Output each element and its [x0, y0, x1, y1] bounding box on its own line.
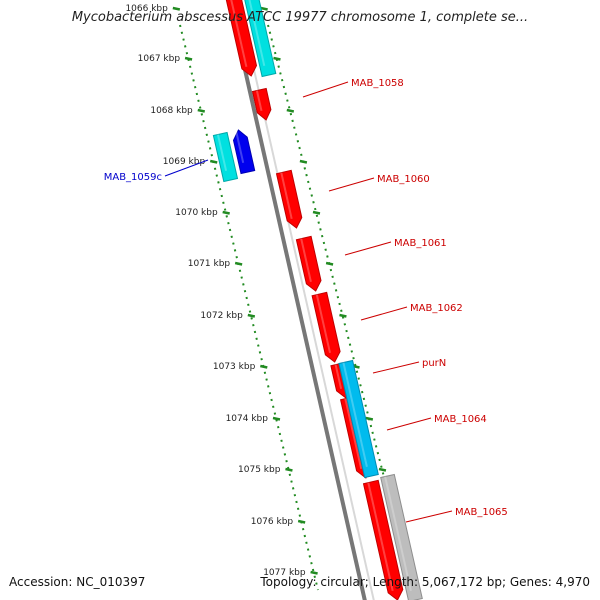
outer-major-tick: [286, 108, 295, 113]
cds-MAB_1062[interactable]: [311, 291, 341, 363]
cds-MAB_1060[interactable]: [275, 169, 303, 229]
cds-MAB_1057-highlight: [230, 0, 248, 68]
feature-MAB_1059c-cyan-highlight: [216, 134, 228, 172]
feature-track: [212, 0, 423, 600]
gene-label-leader: [344, 241, 392, 256]
outer-major-tick: [365, 416, 374, 421]
cds-MAB_1061[interactable]: [295, 235, 322, 292]
kbp-tick-label: 1074 kbp: [226, 414, 269, 424]
outer-major-tick: [339, 313, 347, 318]
outer-major-tick: [378, 467, 387, 472]
inner-major-tick: [310, 570, 318, 575]
gene-label[interactable]: MAB_1060: [377, 174, 430, 185]
feature-purN-blue[interactable]: [338, 359, 379, 479]
inner-ruler-track: [172, 6, 319, 591]
cds-MAB_1060-highlight: [280, 172, 293, 220]
inner-major-tick: [197, 108, 206, 113]
gene-label[interactable]: MAB_1061: [394, 238, 447, 249]
kbp-tick-label: 1071 kbp: [188, 259, 231, 269]
outer-major-tick: [299, 159, 308, 164]
cds-MAB_1058-highlight: [255, 90, 263, 112]
accession-text: Accession: NC_010397: [9, 575, 146, 589]
cds-MAB_1059c-highlight: [235, 130, 245, 164]
kbp-tick-label: 1066 kbp: [125, 4, 168, 14]
kbp-tick-label: 1076 kbp: [251, 517, 294, 527]
gene-label-leader: [302, 81, 349, 98]
gene-label-leader: [328, 177, 375, 192]
inner-major-tick: [297, 519, 306, 524]
inner-major-tick: [172, 6, 181, 11]
inner-ruler-line: [179, 24, 319, 591]
feature-top-cyan[interactable]: [244, 0, 277, 78]
inner-major-tick: [247, 313, 256, 318]
chromosome-backbone: [227, 0, 375, 600]
kbp-tick-label: 1073 kbp: [213, 362, 256, 372]
feature-grey-highlight: [384, 476, 412, 592]
kbp-tick-label: 1068 kbp: [150, 106, 193, 116]
cds-purN-highlight: [334, 364, 343, 390]
gene-label[interactable]: MAB_1065: [455, 507, 508, 518]
inner-major-tick: [222, 210, 230, 215]
gene-label-leader: [164, 159, 209, 177]
gene-label-leader: [372, 361, 420, 374]
kbp-tick-label: 1069 kbp: [163, 157, 206, 167]
kbp-tick-label: 1067 kbp: [138, 54, 181, 64]
cds-MAB_1065[interactable]: [362, 479, 404, 600]
kbp-tick-label: 1075 kbp: [238, 465, 281, 475]
inner-major-tick: [272, 416, 281, 421]
kbp-tick-label: 1070 kbp: [175, 208, 218, 218]
inner-major-tick: [234, 261, 243, 266]
gene-label[interactable]: MAB_1062: [410, 303, 463, 314]
cds-MAB_1057[interactable]: [225, 0, 258, 77]
genome-summary-text: Topology: circular; Length: 5,067,172 bp…: [260, 575, 590, 589]
kbp-tick-labels: 1066 kbp 1067 kbp 1068 kbp 1069 kbp 1070 kbp…: [125, 4, 305, 578]
gene-label-leader: [405, 510, 453, 523]
cds-MAB_1062-highlight: [315, 294, 331, 354]
feature-grey[interactable]: [380, 473, 423, 600]
cds-MAB_1058[interactable]: [251, 87, 272, 121]
cds-MAB_1065-highlight: [367, 482, 394, 592]
inner-major-tick: [260, 364, 268, 369]
gene-label[interactable]: MAB_1064: [434, 414, 487, 425]
gene-labels: MAB_1058 MAB_1059c MAB_1060 MAB_1061 MAB_106…: [104, 78, 508, 523]
inner-major-tick: [209, 159, 218, 164]
gene-label-leader: [386, 417, 432, 431]
feature-MAB_1059c-cyan[interactable]: [212, 131, 239, 183]
cds-MAB_1064-highlight: [344, 398, 363, 470]
gene-label[interactable]: MAB_1058: [351, 78, 404, 89]
feature-purN-blue-highlight: [342, 362, 368, 468]
feature-top-cyan-highlight: [248, 0, 266, 67]
gene-label-leader: [360, 306, 408, 321]
backbone-line: [227, 0, 367, 600]
kbp-tick-label: 1077 kbp: [263, 568, 306, 578]
map-title: Mycobacterium abscessus ATCC 19977 chrom…: [71, 10, 529, 25]
outer-major-tick: [273, 56, 281, 61]
gene-label[interactable]: purN: [422, 358, 446, 369]
cds-MAB_1061-highlight: [300, 238, 312, 283]
backbone-shadow: [237, 0, 375, 600]
inner-major-tick: [285, 467, 293, 472]
inner-major-tick: [184, 56, 193, 61]
outer-major-tick: [312, 210, 321, 215]
kbp-tick-label: 1072 kbp: [200, 311, 243, 321]
outer-major-tick: [260, 6, 268, 11]
cds-MAB_1059c[interactable]: [232, 129, 256, 175]
outer-major-tick: [325, 261, 334, 266]
gene-label[interactable]: MAB_1059c: [104, 172, 162, 183]
